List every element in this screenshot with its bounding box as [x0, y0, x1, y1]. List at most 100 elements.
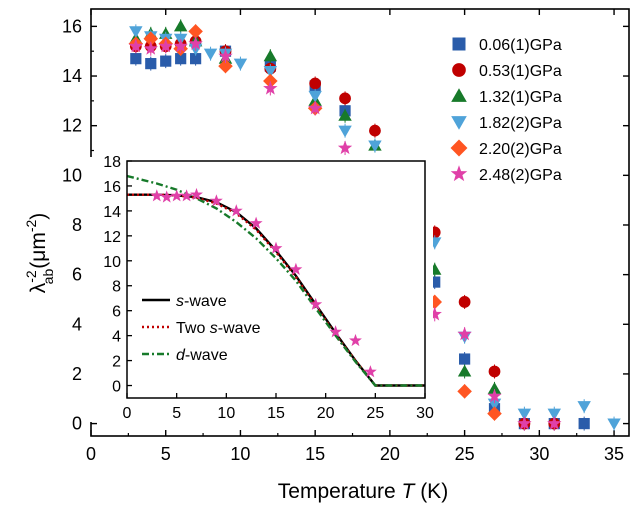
y-tick-label: 8	[72, 215, 82, 235]
y-tick-label: 16	[62, 16, 82, 36]
inset-data-point	[170, 189, 184, 202]
data-point	[309, 77, 322, 90]
data-point	[457, 384, 472, 399]
legend-marker	[452, 63, 466, 77]
inset-data-point	[210, 194, 223, 207]
inset-background	[87, 157, 433, 422]
x-tick-label: 25	[455, 444, 475, 464]
data-point	[547, 416, 562, 430]
inset-y-tick-label: 2	[112, 354, 121, 371]
data-point	[188, 36, 203, 50]
inset-data-point	[249, 216, 263, 229]
legend: 0.06(1)GPa 0.53(1)GPa 1.32(1)GPa 1.82(2)GPa…	[450, 37, 562, 184]
data-point	[143, 31, 159, 47]
x-tick-label: 5	[161, 444, 171, 464]
data-point	[143, 41, 158, 55]
legend-label: 0.06(1)GPa	[479, 37, 562, 54]
legend-label: 2.48(2)GPa	[479, 167, 562, 184]
legend-label: 1.82(2)GPa	[479, 115, 562, 132]
inset-data-point	[329, 325, 342, 338]
data-point	[263, 73, 278, 89]
data-point	[308, 100, 323, 115]
data-point	[488, 365, 501, 378]
legend-label: 2.20(2)GPa	[479, 141, 562, 158]
data-point	[218, 58, 233, 74]
data-point	[145, 58, 157, 70]
legend-marker	[451, 116, 467, 130]
inset-data-point	[289, 262, 303, 275]
data-point	[190, 53, 202, 65]
legend-marker	[450, 165, 468, 182]
data-point	[578, 417, 590, 430]
inset-x-tick-label: 5	[172, 405, 181, 422]
inset-y-tick-label: 12	[103, 229, 121, 246]
x-tick-label: 15	[305, 444, 325, 464]
data-point	[607, 418, 621, 431]
inset-y-tick-label: 14	[103, 204, 121, 221]
inset-legend: s-wave Two s-wave d-wave	[142, 293, 261, 364]
y-tick-label: 6	[72, 265, 82, 285]
data-point	[130, 53, 142, 65]
data-point	[429, 276, 441, 288]
data-point	[263, 66, 278, 78]
inset-x-tick-label: 10	[217, 405, 235, 422]
data-point	[457, 326, 472, 341]
x-tick-label: 20	[380, 444, 400, 464]
inset-y-tick-label: 6	[112, 304, 121, 321]
data-point	[517, 408, 532, 421]
y-tick-label: 4	[72, 314, 82, 334]
data-point	[173, 38, 188, 53]
x-tick-label: 0	[86, 444, 96, 464]
legend-label: 1.32(1)GPa	[479, 89, 562, 106]
data-point	[547, 408, 561, 421]
y-tick-label: 12	[62, 116, 82, 136]
y-tick-label: 14	[62, 66, 82, 86]
data-point	[218, 48, 233, 63]
data-point	[339, 92, 351, 105]
inset-x-tick-label: 20	[317, 405, 335, 422]
data-point	[308, 90, 322, 103]
inset-y-tick-label: 18	[103, 154, 121, 171]
inset-data-point	[269, 241, 283, 254]
inset-data-point	[349, 333, 362, 347]
inset-data-point	[229, 204, 243, 217]
data-point	[337, 140, 353, 155]
inset-data-point	[363, 365, 377, 378]
data-point	[427, 306, 442, 321]
x-axis-label: Temperature T (K)	[278, 480, 448, 503]
data-point	[458, 296, 471, 308]
inset-axis-ticks: 0 5 10 15 20 25 30 0 2 4 6 8 10 12 14 16 18	[103, 154, 434, 422]
data-point	[175, 53, 187, 65]
inset-y-tick-label: 0	[112, 379, 121, 396]
inset-data-point	[190, 187, 203, 201]
legend-marker	[450, 139, 468, 157]
inset-data-point	[309, 297, 323, 310]
inset-legend-label: s-wave	[176, 293, 227, 310]
data-point	[369, 124, 381, 137]
y-tick-label: 10	[62, 165, 82, 185]
data-point	[459, 353, 471, 365]
inset-y-tick-label: 8	[112, 279, 121, 296]
data-point	[457, 364, 472, 377]
x-tick-label: 10	[230, 444, 250, 464]
data-point	[188, 24, 203, 39]
data-point	[577, 401, 591, 413]
inset-data-point	[180, 189, 193, 202]
legend-marker	[452, 37, 466, 51]
inset-data-points	[150, 187, 377, 378]
data-point	[263, 49, 278, 62]
y-tick-label: 2	[72, 364, 82, 384]
data-point	[233, 58, 248, 71]
inset-y-tick-label: 10	[103, 254, 121, 271]
data-point	[487, 382, 502, 394]
data-point	[158, 38, 173, 53]
data-point	[338, 109, 352, 121]
legend-marker	[451, 88, 467, 102]
inset-y-tick-label: 4	[112, 329, 121, 346]
y-tick-label: 0	[72, 414, 82, 434]
inset-legend-label: d-wave	[176, 347, 228, 364]
inset-x-tick-label: 25	[366, 405, 384, 422]
data-point	[203, 48, 218, 61]
data-point	[128, 38, 143, 53]
